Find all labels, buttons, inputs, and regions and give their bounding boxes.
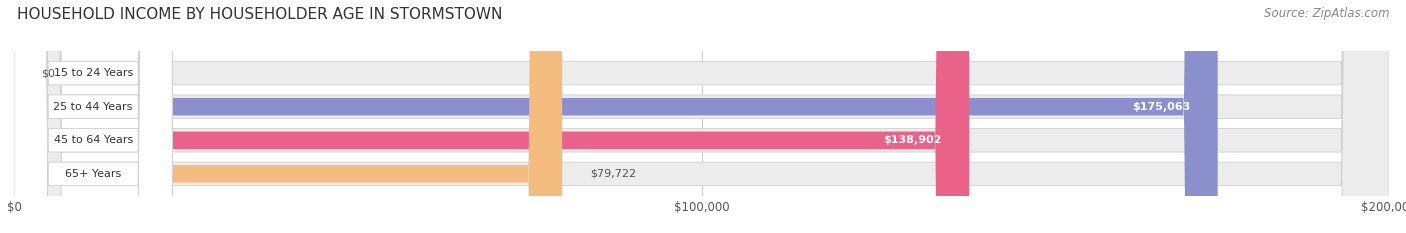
- FancyBboxPatch shape: [14, 0, 562, 233]
- Text: $175,063: $175,063: [1132, 102, 1189, 112]
- FancyBboxPatch shape: [14, 0, 172, 233]
- FancyBboxPatch shape: [14, 0, 172, 233]
- FancyBboxPatch shape: [14, 0, 1389, 233]
- Text: 15 to 24 Years: 15 to 24 Years: [53, 68, 132, 78]
- FancyBboxPatch shape: [14, 0, 172, 233]
- FancyBboxPatch shape: [14, 0, 1389, 233]
- Text: $0: $0: [42, 68, 56, 78]
- FancyBboxPatch shape: [14, 0, 172, 233]
- FancyBboxPatch shape: [14, 0, 1389, 233]
- Text: HOUSEHOLD INCOME BY HOUSEHOLDER AGE IN STORMSTOWN: HOUSEHOLD INCOME BY HOUSEHOLDER AGE IN S…: [17, 7, 502, 22]
- Text: 45 to 64 Years: 45 to 64 Years: [53, 135, 132, 145]
- Text: $138,902: $138,902: [883, 135, 942, 145]
- FancyBboxPatch shape: [14, 0, 969, 233]
- Text: 25 to 44 Years: 25 to 44 Years: [53, 102, 132, 112]
- FancyBboxPatch shape: [14, 0, 1218, 233]
- Text: $79,722: $79,722: [589, 169, 636, 179]
- Text: 65+ Years: 65+ Years: [65, 169, 121, 179]
- FancyBboxPatch shape: [14, 0, 1389, 233]
- Text: Source: ZipAtlas.com: Source: ZipAtlas.com: [1264, 7, 1389, 20]
